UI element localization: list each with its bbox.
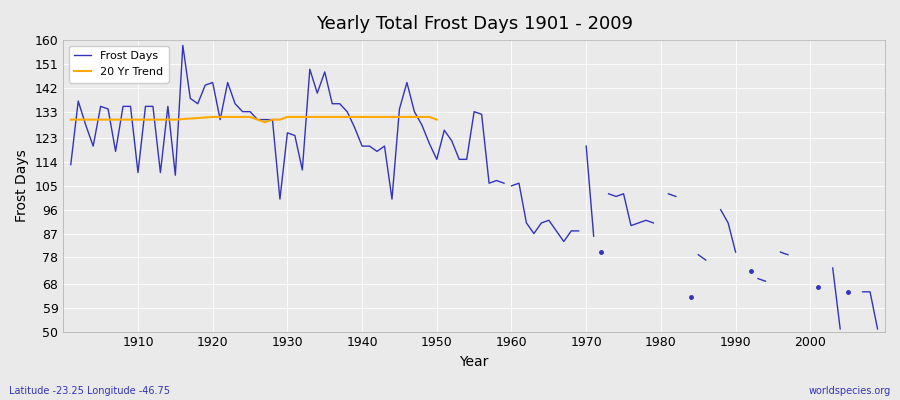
Frost Days [80, 122, 91, 127]
20 Yr Trend [394, 114, 405, 119]
20 Yr Trend [170, 117, 181, 122]
20 Yr Trend [356, 114, 367, 119]
Frost Days [110, 149, 121, 154]
20 Yr Trend [252, 117, 263, 122]
20 Yr Trend [409, 114, 419, 119]
Legend: Frost Days, 20 Yr Trend: Frost Days, 20 Yr Trend [68, 46, 168, 82]
20 Yr Trend [245, 114, 256, 119]
20 Yr Trend [274, 117, 285, 122]
Frost Days [304, 67, 315, 72]
Frost Days [394, 107, 405, 112]
20 Yr Trend [424, 114, 435, 119]
Frost Days [499, 181, 509, 186]
Line: 20 Yr Trend: 20 Yr Trend [71, 117, 436, 122]
Title: Yearly Total Frost Days 1901 - 2009: Yearly Total Frost Days 1901 - 2009 [316, 15, 633, 33]
20 Yr Trend [73, 117, 84, 122]
20 Yr Trend [387, 114, 398, 119]
20 Yr Trend [66, 117, 77, 122]
Frost Days [184, 96, 195, 101]
20 Yr Trend [431, 117, 442, 122]
20 Yr Trend [364, 114, 375, 119]
20 Yr Trend [320, 114, 330, 119]
20 Yr Trend [401, 114, 412, 119]
Line: Frost Days: Frost Days [71, 46, 504, 199]
20 Yr Trend [379, 114, 390, 119]
20 Yr Trend [417, 114, 428, 119]
Text: Latitude -23.25 Longitude -46.75: Latitude -23.25 Longitude -46.75 [9, 386, 170, 396]
20 Yr Trend [372, 114, 382, 119]
20 Yr Trend [267, 117, 278, 122]
20 Yr Trend [132, 117, 143, 122]
Frost Days [132, 170, 143, 175]
Frost Days [177, 43, 188, 48]
Y-axis label: Frost Days: Frost Days [15, 150, 29, 222]
Frost Days [274, 197, 285, 202]
20 Yr Trend [282, 114, 292, 119]
20 Yr Trend [95, 117, 106, 122]
20 Yr Trend [259, 120, 270, 125]
X-axis label: Year: Year [460, 355, 489, 369]
20 Yr Trend [207, 114, 218, 119]
Frost Days [66, 162, 77, 167]
Text: worldspecies.org: worldspecies.org [809, 386, 891, 396]
